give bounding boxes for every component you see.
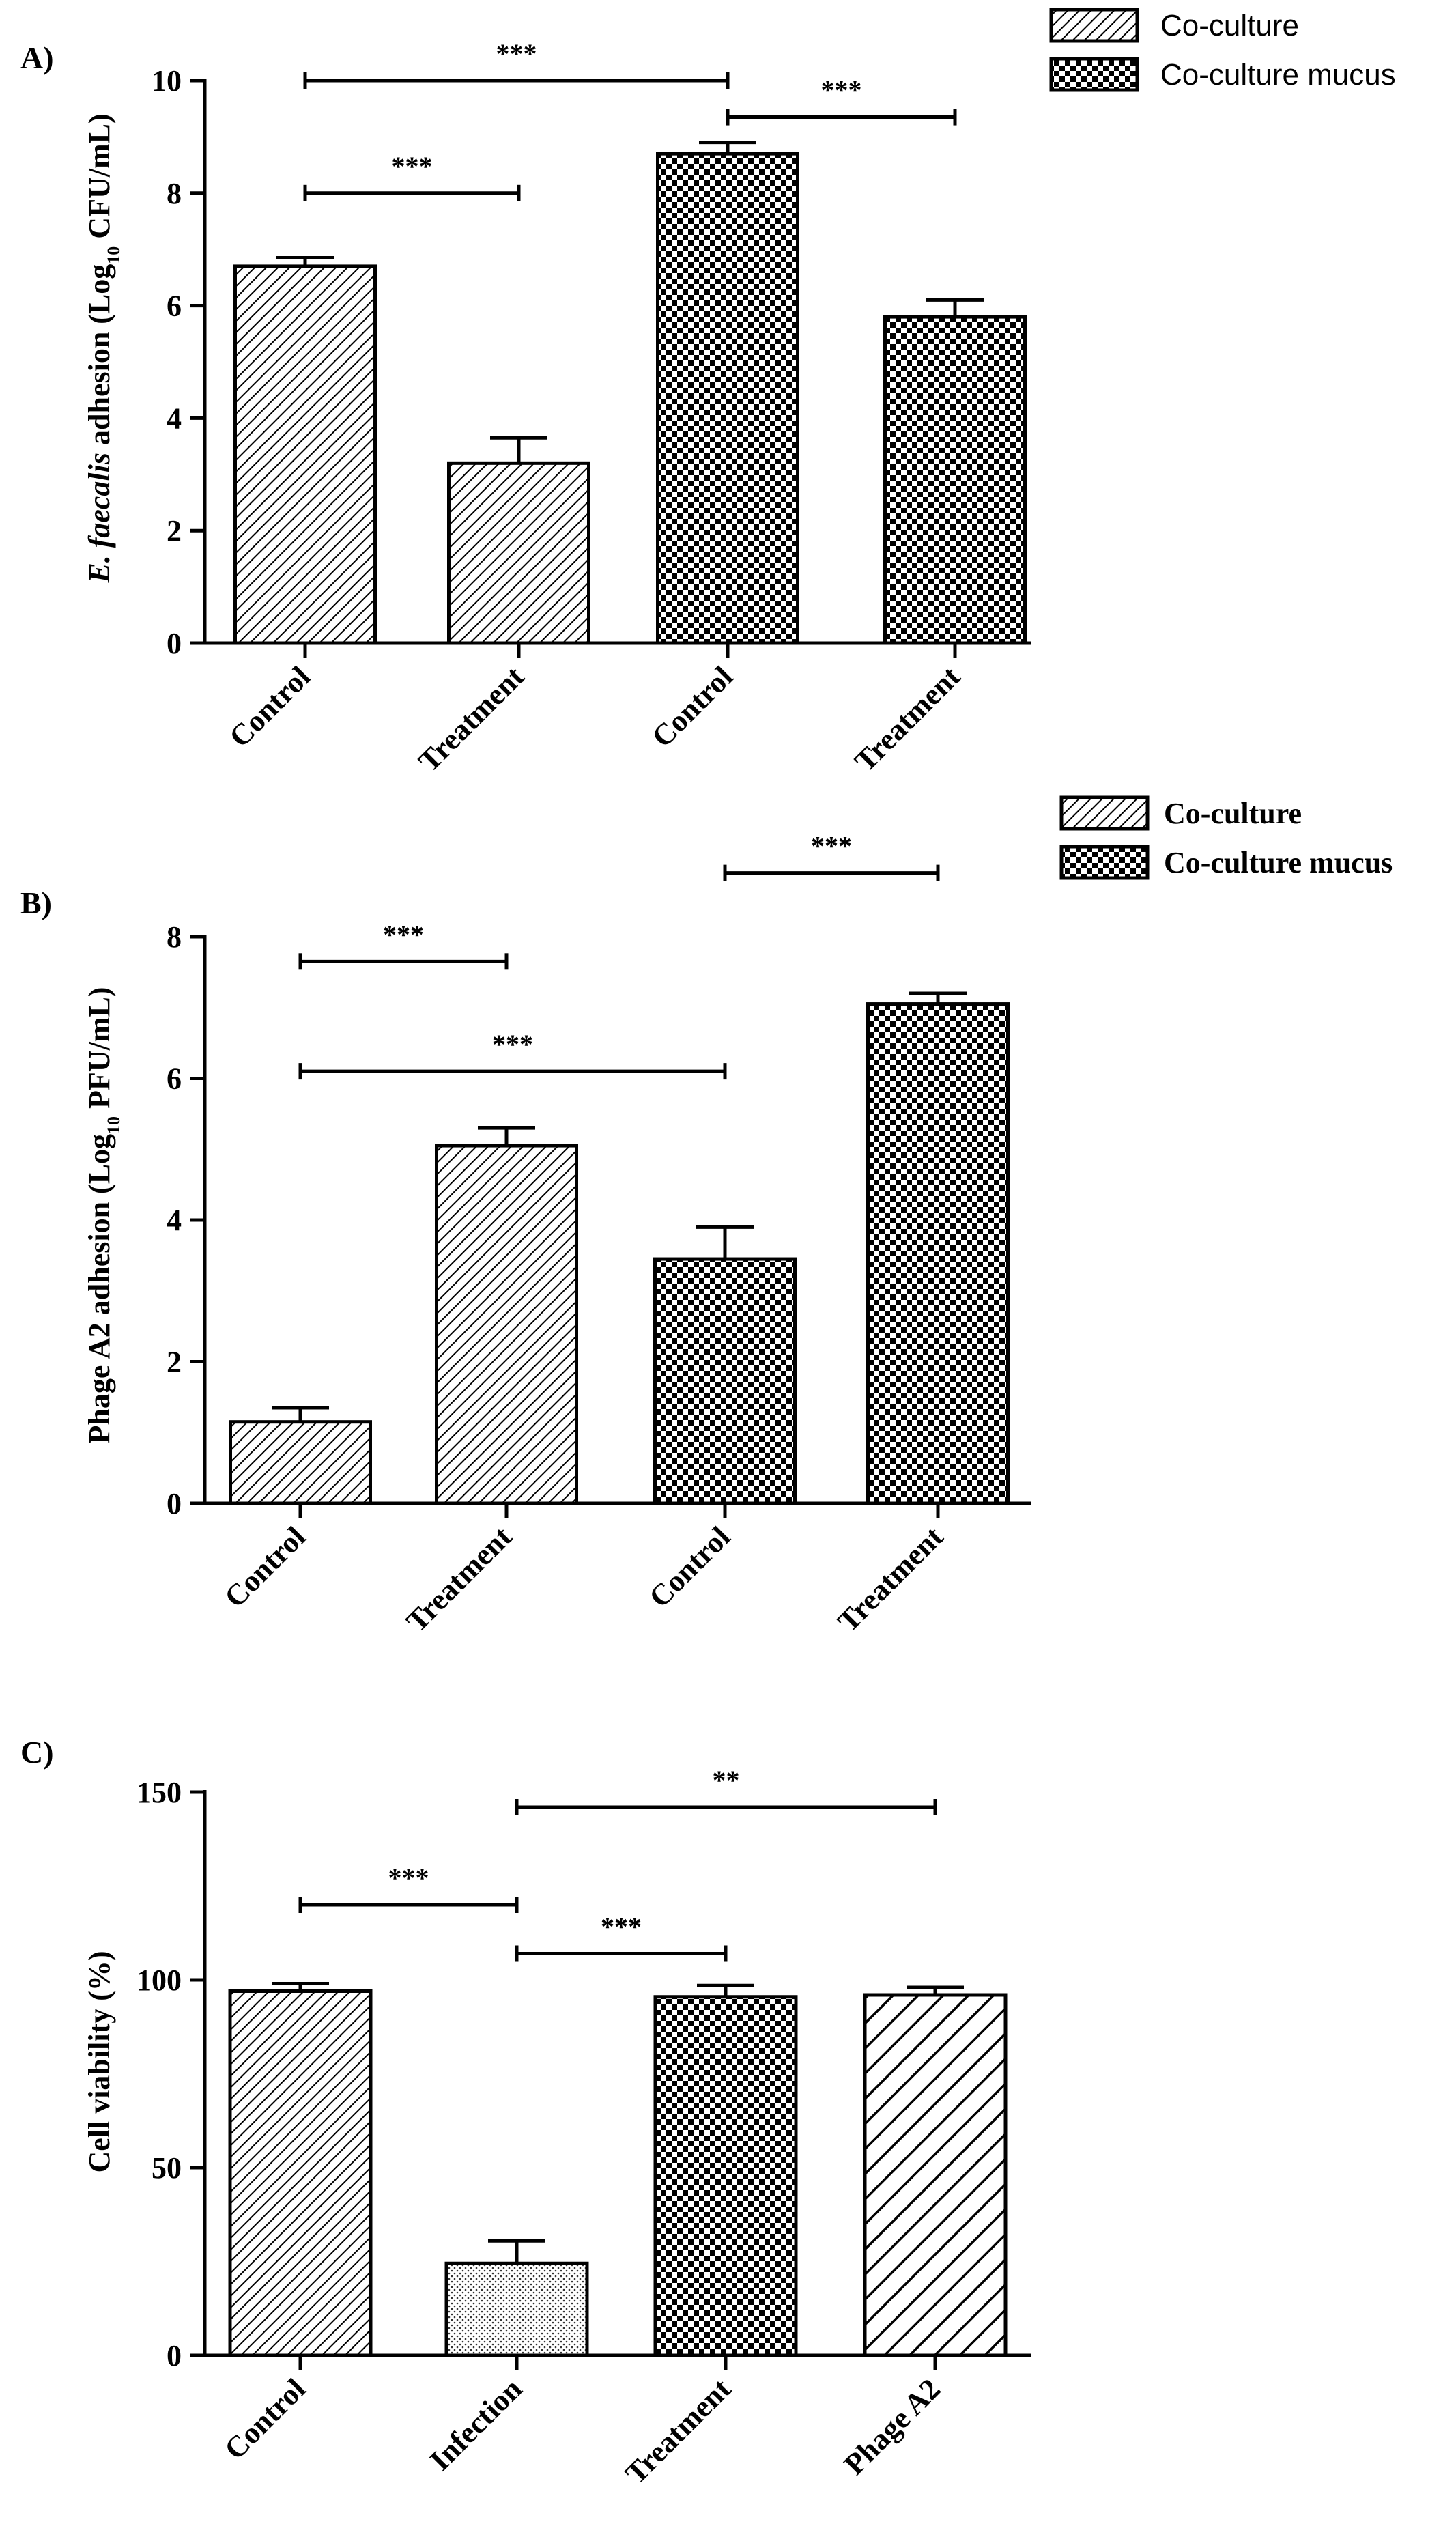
panel-b-bar: [866, 1002, 1010, 1505]
panel-c-category-label: Infection: [423, 2372, 528, 2477]
panel-a-chart: A) E. faecalis adhesion (Log10 CFU/mL) C…: [20, 8, 1396, 778]
panel-a-legend-co-culture: Co-culture: [1160, 9, 1299, 42]
panel-b-legend-co-culture-mucus: Co-culture mucus: [1164, 846, 1393, 879]
panel-c-y-tick-label: 150: [137, 1776, 182, 1809]
panel-b-y-title-unit: PFU/mL): [83, 987, 116, 1116]
panel-a-bar: [447, 461, 590, 645]
panel-a-y-title-unit: CFU/mL): [83, 113, 116, 246]
panel-c-y-tick-label: 100: [137, 1963, 182, 1997]
panel-b-y-tick-label: 2: [167, 1346, 182, 1379]
panel-a-y-tick-label: 10: [152, 64, 182, 98]
panel-a-bar: [233, 264, 377, 645]
panel-b-label: B): [20, 885, 52, 920]
panel-b-category-label: Control: [642, 1520, 737, 1614]
panel-a-y-title-sub: 10: [104, 246, 124, 264]
panel-a-y-tick-label: 8: [167, 177, 182, 210]
panel-c-significance-label: ***: [601, 1912, 642, 1942]
panel-a-label: A): [20, 40, 54, 75]
panel-c-y-tick-label: 0: [167, 2339, 182, 2372]
panel-b-legend-swatch-co-culture: [1059, 795, 1150, 831]
panel-a-y-title: E. faecalis adhesion (Log10 CFU/mL): [83, 113, 124, 583]
panel-a-category-label: Treatment: [848, 660, 967, 778]
panel-c-label: C): [20, 1735, 54, 1770]
panel-b-y-tick-label: 0: [167, 1487, 182, 1520]
panel-c-category-label: Phage A2: [838, 2372, 947, 2481]
panel-c-bar: [863, 1993, 1008, 2357]
panel-a-legend-co-culture-mucus: Co-culture mucus: [1160, 58, 1396, 91]
panel-b-legend-swatch-co-culture-mucus: [1059, 845, 1150, 880]
panel-a-y-tick-label: 6: [167, 289, 182, 323]
panel-b-bar: [229, 1420, 372, 1505]
panel-b-category-label: Treatment: [831, 1520, 950, 1639]
panel-c-category-label: Treatment: [619, 2372, 738, 2491]
panel-b-significance-label: ***: [383, 919, 424, 950]
panel-b-significance-label: ***: [492, 1029, 533, 1060]
panel-c-bar: [653, 1995, 798, 2357]
panel-a-category-label: Control: [223, 660, 317, 754]
panel-c-y-tick-label: 50: [152, 2151, 182, 2185]
panel-a-bar: [656, 152, 799, 645]
panel-b-y-tick-label: 6: [167, 1062, 182, 1096]
panel-a-significance-label: ***: [392, 151, 433, 182]
panel-a-bar: [883, 315, 1027, 645]
panel-c-bar: [444, 2261, 589, 2357]
panel-a-y-title-species: E. faecalis: [83, 453, 116, 584]
panel-b-y-tick-label: 8: [167, 920, 182, 954]
panel-c-bar: [228, 1989, 373, 2357]
panel-b-legend-co-culture: Co-culture: [1164, 797, 1302, 830]
panel-b-bar: [653, 1257, 797, 1505]
panel-a-y-title-main: adhesion (Log: [83, 264, 116, 453]
panel-a-y-tick-label: 0: [167, 627, 182, 660]
panel-c-chart: C) Cell viability (%) 0 50 100 150 Control In…: [20, 1735, 1031, 2491]
panel-a-category-label: Treatment: [412, 660, 531, 778]
panel-a-y-tick-label: 4: [167, 401, 182, 435]
panel-b-chart: B) Phage A2 adhesion (Log10 PFU/mL) Co-c…: [20, 795, 1393, 1639]
panel-c-significance-label: **: [713, 1765, 740, 1796]
panel-a-legend-swatch-co-culture: [1049, 8, 1139, 43]
panel-a-significance-label: ***: [496, 38, 537, 69]
panel-b-category-label: Treatment: [400, 1520, 519, 1639]
panel-b-y-title-sub: 10: [104, 1116, 124, 1134]
panel-a-category-label: Control: [645, 660, 739, 754]
panel-a-legend-swatch-co-culture-mucus: [1049, 57, 1139, 92]
panel-a-legend: Co-culture Co-culture mucus: [1049, 8, 1396, 92]
panel-c-y-title: Cell viability (%): [83, 1951, 116, 2172]
panel-c-significance-label: ***: [388, 1862, 429, 1893]
panel-b-bar: [435, 1144, 578, 1505]
panel-b-category-label: Control: [218, 1520, 312, 1614]
panel-b-legend: Co-culture Co-culture mucus: [1059, 795, 1393, 880]
panel-a-significance-label: ***: [821, 75, 862, 106]
panel-a-y-tick-label: 2: [167, 514, 182, 548]
panel-b-y-title: Phage A2 adhesion (Log10 PFU/mL): [83, 987, 124, 1444]
panel-c-category-label: Control: [218, 2372, 312, 2466]
panel-b-y-tick-label: 4: [167, 1204, 182, 1237]
panel-b-significance-label: ***: [811, 831, 852, 862]
panel-b-y-title-main: Phage A2 adhesion (Log: [83, 1134, 116, 1444]
